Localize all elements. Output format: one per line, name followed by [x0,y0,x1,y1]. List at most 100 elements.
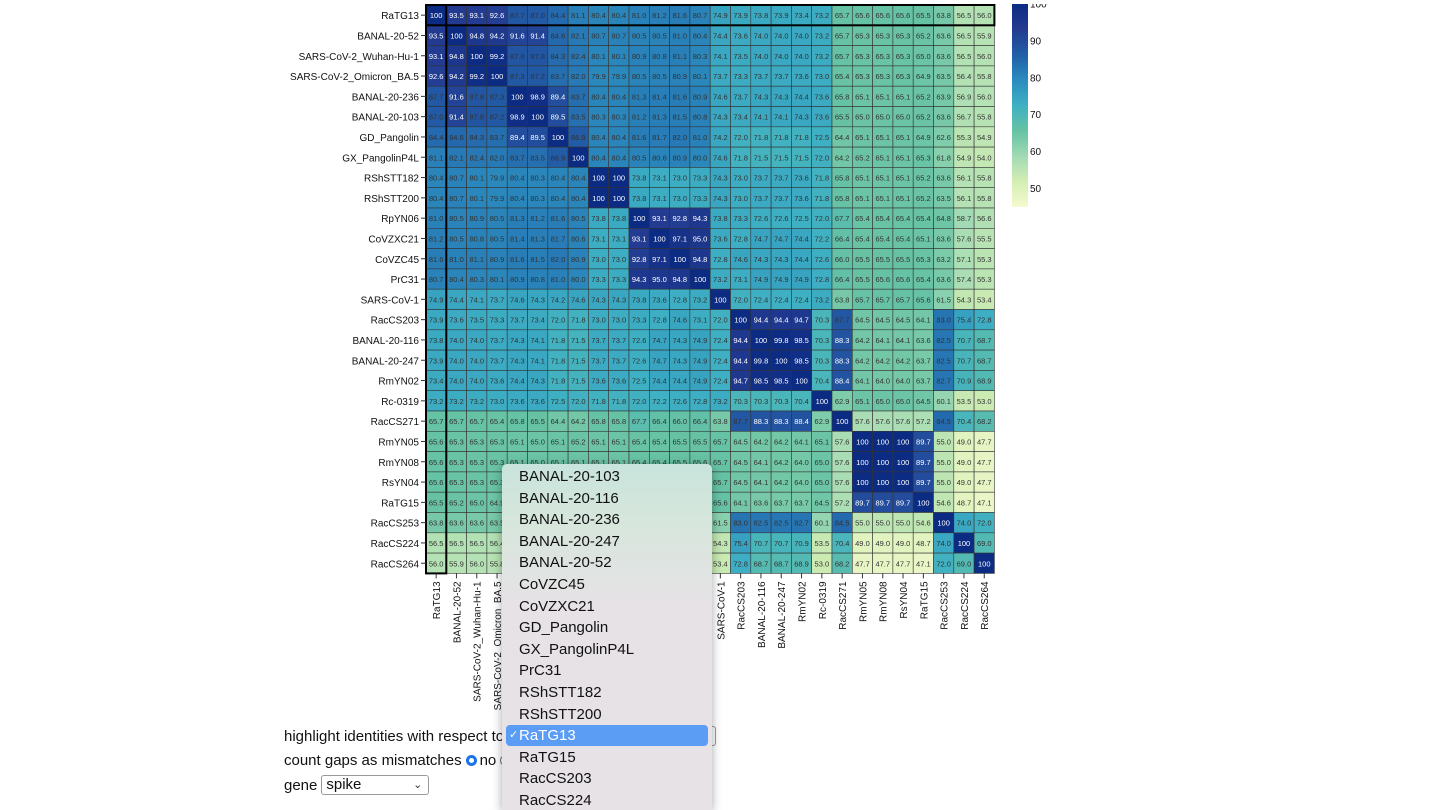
cell-value-label: 71.8 [774,133,789,142]
cell-value-label: 73.1 [693,316,708,325]
cell-value-label: 63.6 [449,519,464,528]
cell-value-label: 73.2 [713,275,728,284]
cell-value-label: 73.1 [591,234,606,243]
cell-value-label: 73.2 [429,397,444,406]
cell-value-label: 64.2 [774,437,789,446]
cell-value-label: 73.0 [733,194,748,203]
cell-value-label: 73.0 [591,255,606,264]
cell-value-label: 74.3 [754,92,769,101]
cell-value-label: 65.7 [896,295,911,304]
cell-value-label: 87.2 [490,113,505,122]
cell-value-label: 62.9 [815,417,830,426]
cell-value-label: 80.9 [632,52,647,61]
cell-value-label: 80.4 [591,153,606,162]
dropdown-option[interactable]: RaTG15 [506,747,708,768]
dropdown-option[interactable]: RShSTT182 [506,682,708,703]
cell-value-label: 55.3 [957,133,972,142]
cell-value-label: 74.0 [754,31,769,40]
cell-value-label: 57.2 [835,498,850,507]
cell-value-label: 100 [856,478,869,487]
dropdown-option[interactable]: CoVZXC21 [506,596,708,617]
cell-value-label: 65.4 [896,234,911,243]
cell-value-label: 64.2 [855,356,870,365]
highlight-dropdown-menu[interactable]: BANAL-20-103 BANAL-20-116 BANAL-20-236 BANA… [502,464,712,810]
cell-value-label: 81.4 [510,234,525,243]
cell-value-label: 47.7 [977,458,992,467]
cell-value-label: 65.5 [896,255,911,264]
legend-tick-label: 80 [1030,73,1042,84]
cell-value-label: 74.6 [672,316,687,325]
cell-value-label: 64.2 [774,458,789,467]
cell-value-label: 65.8 [510,417,525,426]
cell-value-label: 73.6 [449,316,464,325]
row-label: CoVZC45 [375,255,419,266]
dropdown-option[interactable]: RacCS203 [506,768,708,789]
column-label: Rc-0319 [818,581,829,619]
cell-value-label: 74.2 [713,133,728,142]
cell-value-label: 80.1 [490,275,505,284]
cell-value-label: 70.9 [957,377,972,386]
cell-value-label: 72.0 [571,397,586,406]
cell-value-label: 79.9 [490,194,505,203]
gaps-no-radio[interactable] [465,754,477,766]
dropdown-option[interactable]: BANAL-20-52 [506,552,708,573]
cell-value-label: 74.0 [936,539,951,548]
dropdown-option[interactable]: GD_Pangolin [506,617,708,638]
legend-bar [1012,4,1028,207]
cell-value-label: 81.3 [530,234,545,243]
cell-value-label: 74.7 [754,234,769,243]
cell-value-label: 80.5 [449,214,464,223]
cell-value-label: 65.0 [896,397,911,406]
cell-value-label: 74.4 [449,295,464,304]
cell-value-label: 80.7 [429,275,444,284]
cell-value-label: 47.7 [977,437,992,446]
gene-select[interactable]: spike ⌄ [321,775,430,795]
cell-value-label: 73.2 [815,295,830,304]
cell-value-label: 74.3 [672,336,687,345]
cell-value-label: 65.5 [530,417,545,426]
cell-value-label: 87.7 [429,92,444,101]
cell-value-label: 64.2 [875,356,890,365]
row-label: BANAL-20-103 [352,113,420,124]
dropdown-option[interactable]: BANAL-20-236 [506,509,708,530]
cell-value-label: 73.3 [733,72,748,81]
cell-value-label: 100 [531,113,544,122]
dropdown-option[interactable]: RacCS224 [506,790,708,810]
cell-value-label: 64.9 [916,72,931,81]
dropdown-option[interactable]: PrC31 [506,660,708,681]
cell-value-label: 74.3 [713,194,728,203]
dropdown-option[interactable]: CoVZC45 [506,574,708,595]
cell-value-label: 74.3 [591,295,606,304]
legend-tick-label: 60 [1030,147,1042,158]
cell-value-label: 84.6 [449,133,464,142]
dropdown-option[interactable]: RShSTT200 [506,704,708,725]
cell-value-label: 73.0 [612,255,627,264]
cell-value-label: 94.3 [693,214,708,223]
dropdown-option[interactable]: GX_PangolinP4L [506,639,708,660]
cell-value-label: 75.4 [733,539,748,548]
dropdown-option[interactable]: BANAL-20-247 [506,531,708,552]
cell-value-label: 57.1 [957,255,972,264]
dropdown-option[interactable]: ✓ RaTG13 [506,725,708,747]
cell-value-label: 100 [511,92,524,101]
cell-value-label: 81.1 [672,52,687,61]
cell-value-label: 81.6 [510,255,525,264]
cell-value-label: 74.0 [469,356,484,365]
cell-value-label: 63.6 [936,174,951,183]
cell-value-label: 74.4 [794,92,809,101]
cell-value-label: 87.8 [469,113,484,122]
cell-value-label: 65.6 [429,437,444,446]
dropdown-option[interactable]: BANAL-20-116 [506,488,708,509]
cell-value-label: 57.2 [916,417,931,426]
cell-value-label: 65.3 [855,52,870,61]
cell-value-label: 63.6 [936,234,951,243]
cell-value-label: 80.6 [652,153,667,162]
cell-value-label: 99.2 [469,72,484,81]
cell-value-label: 80.4 [571,194,586,203]
cell-value-label: 80.4 [510,194,525,203]
cell-value-label: 55.0 [936,437,951,446]
dropdown-option[interactable]: BANAL-20-103 [506,466,708,487]
cell-value-label: 68.9 [977,377,992,386]
row-label: RmYN08 [378,458,419,469]
cell-value-label: 80.1 [612,52,627,61]
